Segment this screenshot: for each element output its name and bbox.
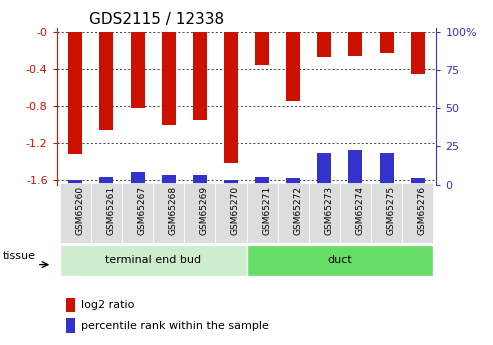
Text: duct: duct [327, 255, 352, 265]
Text: terminal end bud: terminal end bud [105, 255, 201, 265]
Bar [69, 32, 82, 154]
Bar [317, 153, 331, 185]
Text: GSM65275: GSM65275 [387, 186, 395, 235]
FancyBboxPatch shape [246, 245, 433, 276]
FancyBboxPatch shape [278, 183, 309, 243]
Text: GDS2115 / 12338: GDS2115 / 12338 [89, 12, 224, 27]
Bar [411, 178, 424, 185]
Bar [193, 32, 207, 120]
Text: percentile rank within the sample: percentile rank within the sample [81, 321, 269, 331]
FancyBboxPatch shape [246, 183, 278, 243]
Text: GSM65273: GSM65273 [324, 186, 333, 235]
FancyBboxPatch shape [340, 183, 371, 243]
FancyBboxPatch shape [91, 183, 122, 243]
Text: GSM65269: GSM65269 [200, 186, 209, 235]
Bar [131, 172, 144, 185]
Bar [255, 32, 269, 65]
FancyBboxPatch shape [309, 183, 340, 243]
Text: GSM65260: GSM65260 [75, 186, 84, 235]
Text: GSM65261: GSM65261 [106, 186, 115, 235]
Text: GSM65272: GSM65272 [293, 186, 302, 235]
Bar [193, 175, 207, 185]
Bar [349, 150, 362, 185]
Bar [317, 32, 331, 57]
Bar [224, 32, 238, 163]
FancyBboxPatch shape [60, 245, 246, 276]
FancyBboxPatch shape [215, 183, 246, 243]
Bar [224, 180, 238, 185]
Bar [162, 175, 176, 185]
Bar [162, 32, 176, 125]
Bar [66, 318, 75, 333]
Bar [411, 32, 424, 74]
Bar [100, 177, 113, 185]
Bar [255, 177, 269, 185]
FancyBboxPatch shape [60, 183, 91, 243]
FancyBboxPatch shape [371, 183, 402, 243]
Bar [69, 180, 82, 185]
Bar [66, 298, 75, 312]
FancyBboxPatch shape [153, 183, 184, 243]
Bar [286, 178, 300, 185]
Text: GSM65270: GSM65270 [231, 186, 240, 235]
Bar [380, 153, 393, 185]
Text: GSM65276: GSM65276 [418, 186, 426, 235]
Text: tissue: tissue [3, 252, 36, 261]
FancyBboxPatch shape [184, 183, 215, 243]
Bar [349, 32, 362, 56]
Text: GSM65271: GSM65271 [262, 186, 271, 235]
FancyBboxPatch shape [402, 183, 433, 243]
Text: GSM65274: GSM65274 [355, 186, 364, 235]
Bar [100, 32, 113, 130]
FancyBboxPatch shape [122, 183, 153, 243]
Bar [380, 32, 393, 53]
Bar [286, 32, 300, 101]
Text: GSM65267: GSM65267 [138, 186, 146, 235]
Bar [131, 32, 144, 108]
Text: GSM65268: GSM65268 [169, 186, 177, 235]
Text: log2 ratio: log2 ratio [81, 300, 134, 310]
